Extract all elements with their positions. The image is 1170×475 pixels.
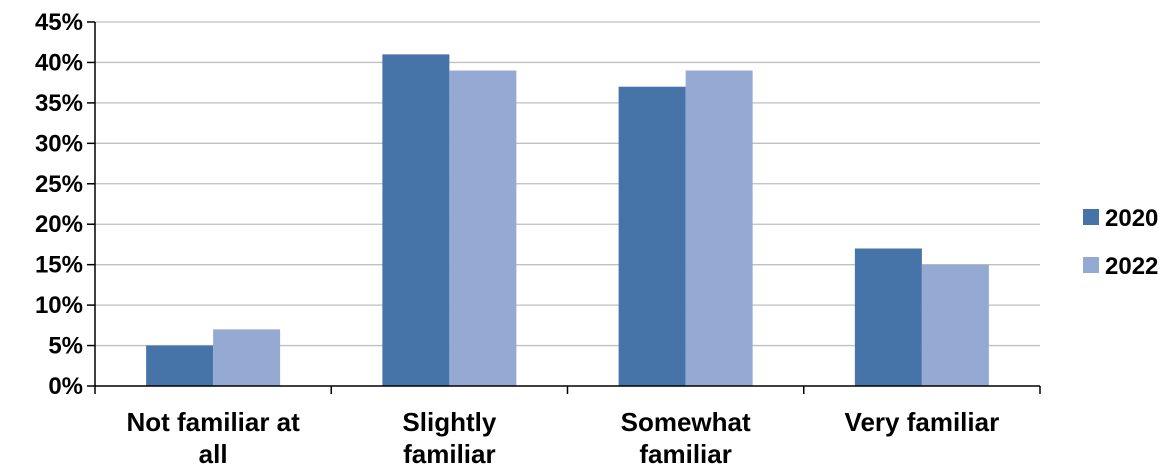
legend-label: 2020 (1105, 205, 1158, 232)
y-tick-label: 35% (35, 90, 83, 117)
y-tick-label: 5% (48, 333, 83, 360)
legend-swatch (1083, 209, 1099, 225)
y-tick-label: 40% (35, 49, 83, 76)
y-tick-label: 45% (35, 9, 83, 36)
bars (146, 54, 989, 387)
y-tick-label: 30% (35, 130, 83, 157)
y-tick-label: 10% (35, 292, 83, 319)
bar-2020-1 (146, 345, 214, 386)
x-tick-label: Slightly familiar (402, 407, 496, 469)
axes (87, 21, 1041, 394)
y-tick-label: 20% (35, 211, 83, 238)
x-tick-label: Very familiar (845, 407, 1000, 437)
y-axis-tick-labels: 0% 5% 10% 15% 20% 25% 30% 35% 40% 45% (35, 9, 83, 400)
legend: 2020 2022 (1083, 205, 1158, 280)
bar-2020-4 (854, 248, 922, 386)
x-tick-label: Somewhat familiar (621, 407, 751, 469)
bar-2022-1 (213, 329, 281, 386)
bar-2022-3 (685, 70, 753, 387)
legend-swatch (1083, 257, 1099, 273)
bar-2020-2 (382, 54, 450, 386)
y-tick-label: 15% (35, 252, 83, 279)
y-tick-label: 0% (48, 373, 83, 400)
bar-2022-4 (921, 264, 989, 386)
x-axis-tick-labels: Not familiar at all Slightly familiar Somewh… (126, 407, 999, 469)
bar-2022-2 (449, 70, 517, 387)
y-tick-label: 25% (35, 171, 83, 198)
x-tick-label: Not familiar at all (126, 407, 300, 469)
bar-2020-3 (618, 86, 686, 386)
gridlines (95, 21, 1040, 347)
legend-label: 2022 (1105, 253, 1158, 280)
